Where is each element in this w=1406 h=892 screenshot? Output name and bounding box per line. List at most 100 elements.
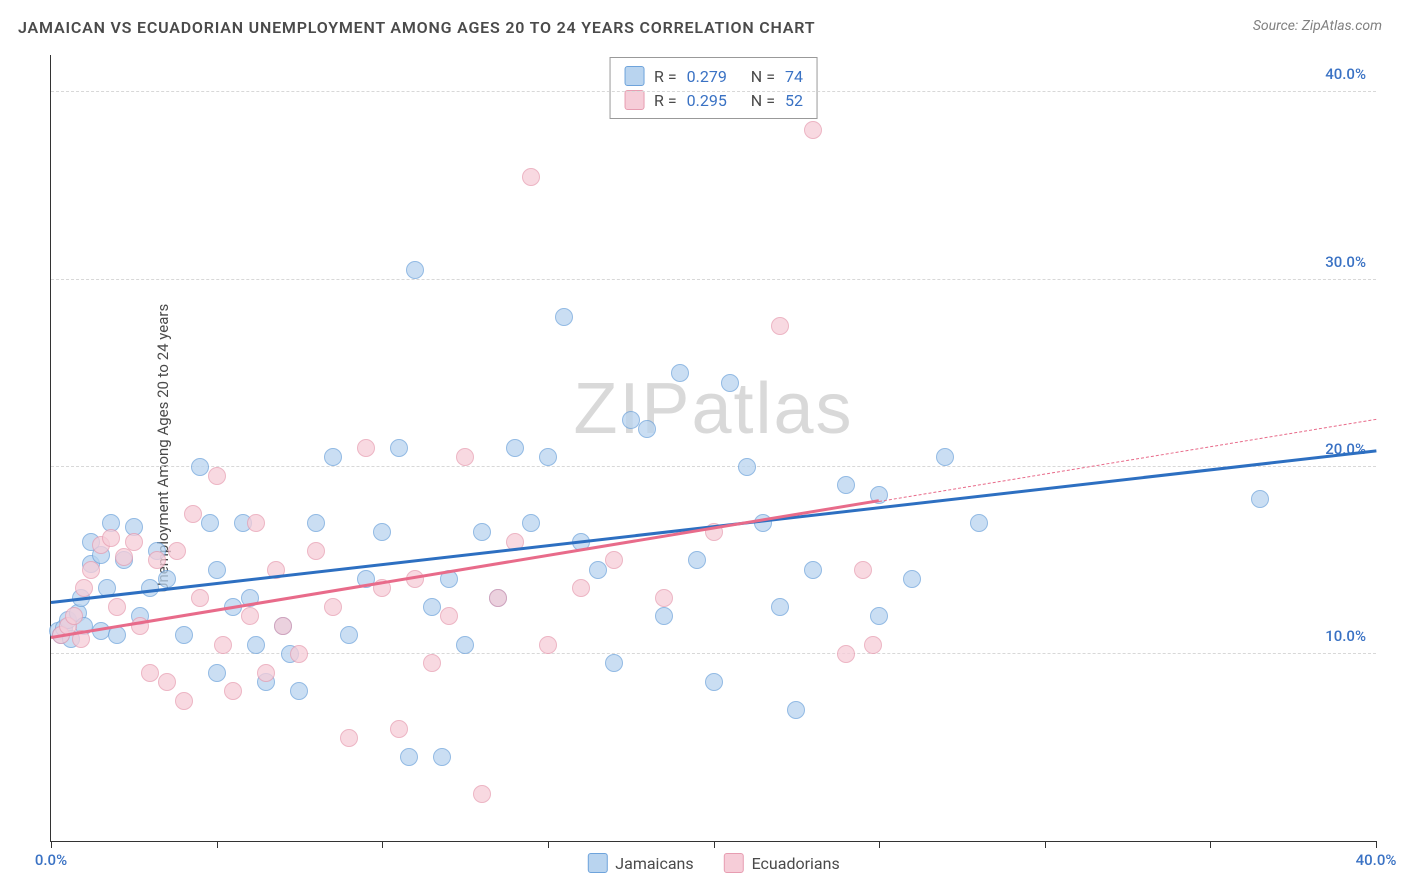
y-tick-label: 30.0% [1325, 253, 1366, 271]
x-tick-label: 40.0% [1356, 851, 1397, 869]
legend-swatch-jamaicans [587, 853, 607, 873]
legend-label-jamaicans: Jamaicans [615, 854, 693, 873]
gridline-h [51, 279, 1376, 280]
scatter-point [638, 420, 656, 438]
stats-n-label: N = [751, 67, 775, 86]
scatter-point [456, 636, 474, 654]
stats-row: R = 0.279 N = 74 [624, 64, 803, 88]
scatter-point [539, 448, 557, 466]
scatter-point [257, 664, 275, 682]
scatter-point [158, 570, 176, 588]
scatter-point [241, 607, 259, 625]
scatter-point [340, 626, 358, 644]
scatter-point [804, 561, 822, 579]
legend-item-ecuadorians: Ecuadorians [724, 853, 840, 873]
scatter-point [208, 561, 226, 579]
scatter-point [148, 551, 166, 569]
scatter-point [903, 570, 921, 588]
legend-swatch-jamaicans [624, 66, 644, 86]
source-label: Source: ZipAtlas.com [1253, 18, 1382, 34]
scatter-point [168, 542, 186, 560]
scatter-point [390, 720, 408, 738]
scatter-point [837, 476, 855, 494]
scatter-point [864, 636, 882, 654]
scatter-point [539, 636, 557, 654]
x-tick-mark [51, 841, 52, 848]
scatter-point [340, 729, 358, 747]
scatter-point [589, 561, 607, 579]
scatter-point [572, 579, 590, 597]
scatter-point [970, 514, 988, 532]
scatter-point [489, 589, 507, 607]
scatter-point [82, 561, 100, 579]
scatter-point [705, 673, 723, 691]
scatter-point [854, 561, 872, 579]
scatter-point [655, 607, 673, 625]
scatter-point [141, 664, 159, 682]
x-tick-mark [1210, 841, 1211, 848]
scatter-point [92, 622, 110, 640]
x-tick-label: 0.0% [35, 851, 67, 869]
scatter-point [65, 607, 83, 625]
plot-area: ZIPatlas Unemployment Among Ages 20 to 2… [50, 55, 1376, 842]
stats-box: R = 0.279 N = 74 R = 0.295 N = 52 [609, 57, 818, 119]
stats-r-label: R = [654, 91, 677, 110]
legend-swatch-ecuadorians [724, 853, 744, 873]
scatter-point [290, 645, 308, 663]
scatter-point [423, 598, 441, 616]
scatter-point [473, 785, 491, 803]
scatter-point [622, 411, 640, 429]
scatter-point [125, 533, 143, 551]
scatter-point [108, 626, 126, 644]
gridline-h [51, 653, 1376, 654]
scatter-point [423, 654, 441, 672]
scatter-point [1251, 490, 1269, 508]
scatter-point [373, 523, 391, 541]
scatter-point [837, 645, 855, 663]
y-tick-label: 40.0% [1325, 65, 1366, 83]
scatter-point [870, 607, 888, 625]
scatter-point [506, 439, 524, 457]
legend-bottom: Jamaicans Ecuadorians [587, 853, 839, 873]
scatter-point [688, 551, 706, 569]
scatter-point [721, 374, 739, 392]
scatter-point [456, 448, 474, 466]
scatter-point [390, 439, 408, 457]
scatter-point [208, 467, 226, 485]
scatter-point [522, 168, 540, 186]
scatter-point [290, 682, 308, 700]
scatter-point [771, 598, 789, 616]
scatter-point [787, 701, 805, 719]
stats-r-label: R = [654, 67, 677, 86]
scatter-point [605, 654, 623, 672]
scatter-point [247, 636, 265, 654]
scatter-point [357, 439, 375, 457]
x-tick-mark [1045, 841, 1046, 848]
gridline-h [51, 91, 1376, 92]
scatter-point [655, 589, 673, 607]
scatter-point [307, 514, 325, 532]
scatter-point [115, 548, 133, 566]
scatter-point [473, 523, 491, 541]
scatter-point [605, 551, 623, 569]
scatter-point [108, 598, 126, 616]
scatter-point [804, 121, 822, 139]
chart-title: JAMAICAN VS ECUADORIAN UNEMPLOYMENT AMON… [18, 18, 815, 37]
scatter-point [201, 514, 219, 532]
scatter-point [214, 636, 232, 654]
scatter-point [324, 598, 342, 616]
scatter-point [400, 748, 418, 766]
y-tick-label: 10.0% [1325, 627, 1366, 645]
gridline-h [51, 466, 1376, 467]
chart-container: JAMAICAN VS ECUADORIAN UNEMPLOYMENT AMON… [0, 0, 1406, 892]
scatter-point [671, 364, 689, 382]
scatter-point [936, 448, 954, 466]
scatter-point [247, 514, 265, 532]
scatter-point [175, 692, 193, 710]
scatter-point [191, 589, 209, 607]
watermark-text: ZIPatlas [573, 368, 853, 450]
scatter-point [555, 308, 573, 326]
scatter-point [274, 617, 292, 635]
scatter-point [324, 448, 342, 466]
stats-n-label: N = [751, 91, 775, 110]
